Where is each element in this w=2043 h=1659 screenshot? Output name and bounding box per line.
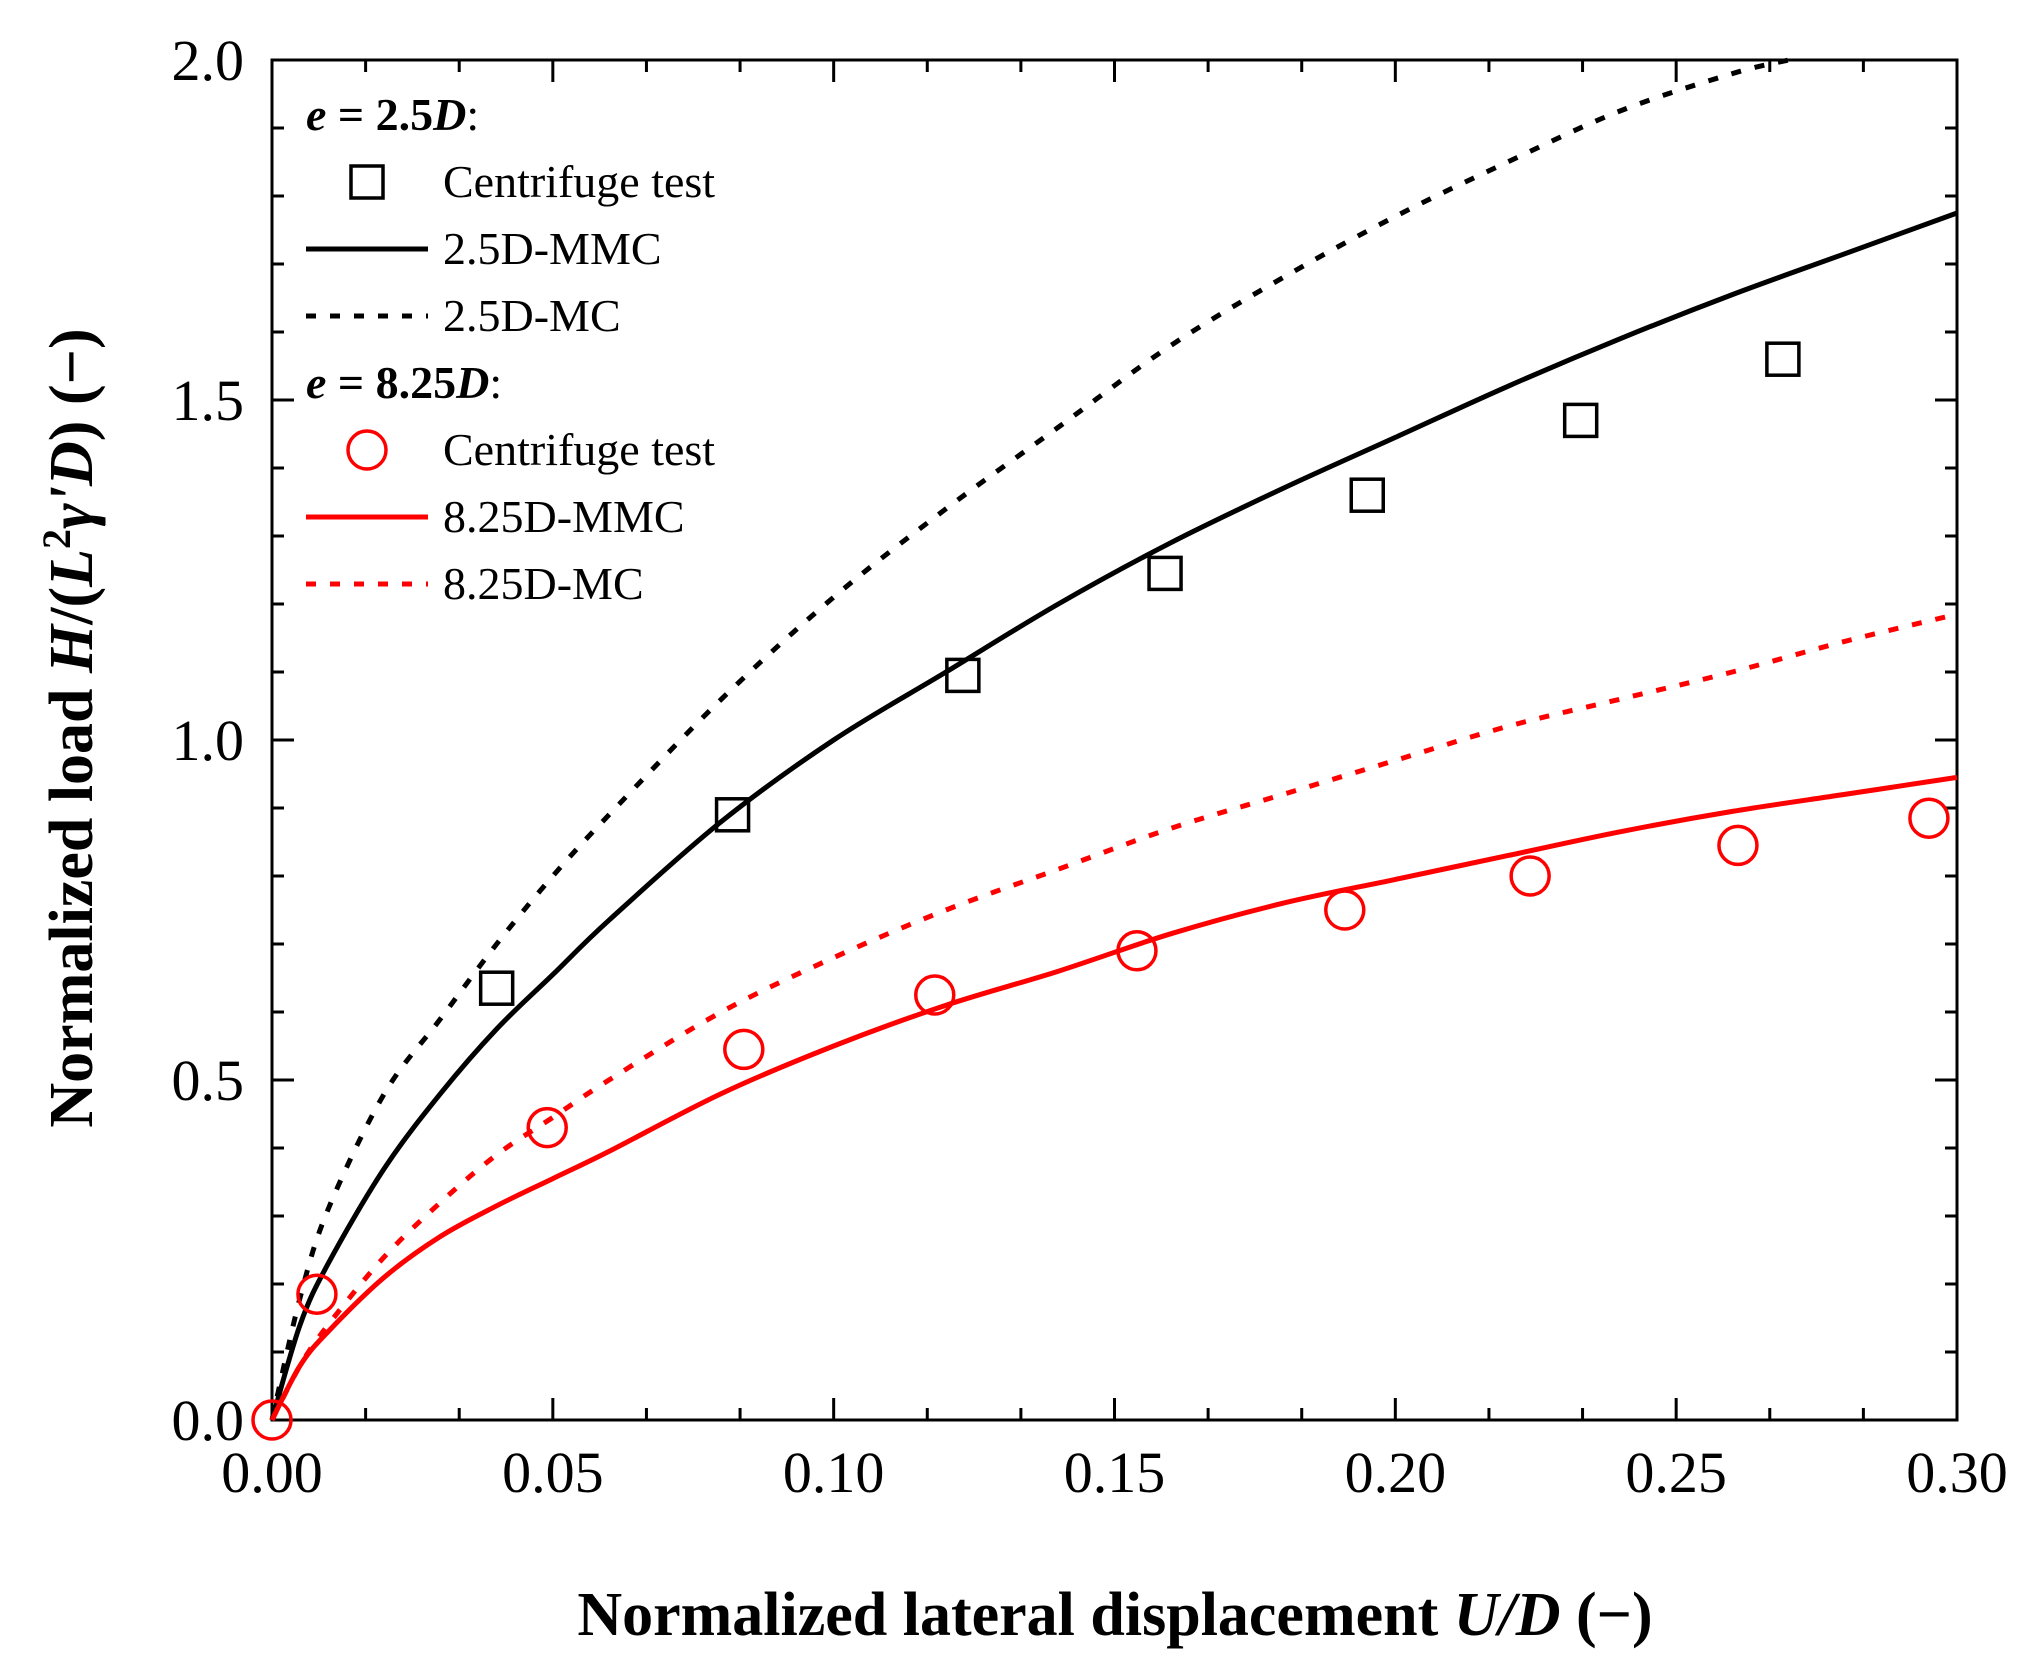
y-axis-title: Normalized load H/(L2γ'D) (−) bbox=[34, 328, 107, 1127]
data-point-circle bbox=[723, 1028, 765, 1071]
data-point-circle bbox=[914, 974, 956, 1016]
x-tick-label: 0.05 bbox=[502, 1440, 604, 1505]
data-point-square bbox=[1349, 477, 1385, 513]
series-group bbox=[251, 57, 1958, 1441]
legend-label: Centrifuge test bbox=[443, 424, 715, 475]
x-tick-label: 0.30 bbox=[1906, 1440, 2008, 1505]
data-point-circle bbox=[526, 1106, 568, 1149]
x-tick-label: 0.25 bbox=[1625, 1440, 1727, 1505]
legend-heading: e = 8.25D: bbox=[306, 357, 502, 408]
data-point-square bbox=[1562, 402, 1599, 439]
legend: e = 2.5D: Centrifuge test 2.5D-MMC 2.5D-MC e… bbox=[306, 89, 715, 609]
y-tick-label: 0.0 bbox=[172, 1388, 245, 1453]
data-point-square bbox=[1765, 341, 1801, 377]
data-point-circle bbox=[296, 1273, 338, 1315]
legend-swatch-square bbox=[349, 164, 385, 200]
legend-label: 2.5D-MC bbox=[443, 290, 621, 341]
legend-heading: e = 2.5D: bbox=[306, 89, 479, 140]
data-point-square bbox=[1147, 555, 1183, 592]
legend-label: 8.25D-MMC bbox=[443, 491, 685, 542]
data-point-square bbox=[478, 970, 515, 1006]
x-tick-label: 0.10 bbox=[783, 1440, 885, 1505]
data-point-circle bbox=[1908, 797, 1950, 839]
data-point-square bbox=[714, 797, 751, 833]
ticks: 0.00 0.05 0.10 0.15 0.20 0.25 0.30 0.0 0.5 1.0 1.5… bbox=[172, 28, 2008, 1505]
data-point-circle bbox=[251, 1399, 293, 1441]
x-tick-label: 0.20 bbox=[1345, 1440, 1447, 1505]
legend-swatch-circle bbox=[346, 429, 388, 471]
series-line-8-25d-mc bbox=[269, 611, 1958, 1422]
series-line-2-5d-mc bbox=[269, 57, 1790, 1421]
y-tick-label: 1.5 bbox=[172, 368, 245, 433]
data-point-circle bbox=[1509, 855, 1551, 897]
legend-label: Centrifuge test bbox=[443, 156, 715, 207]
y-tick-label: 0.5 bbox=[172, 1048, 245, 1113]
series-line-2-5d-mmc bbox=[269, 210, 1958, 1421]
x-tick-label: 0.00 bbox=[221, 1440, 323, 1505]
x-tick-label: 0.15 bbox=[1064, 1440, 1166, 1505]
legend-label: 2.5D-MMC bbox=[443, 223, 662, 274]
y-tick-label: 2.0 bbox=[172, 28, 245, 93]
legend-label: 8.25D-MC bbox=[443, 558, 644, 609]
data-point-circle bbox=[1324, 889, 1366, 931]
y-tick-label: 1.0 bbox=[172, 708, 245, 773]
x-axis-title: Normalized lateral displacement U/D (−) bbox=[577, 1581, 1652, 1649]
data-point-circle bbox=[1717, 824, 1759, 867]
series-line-8-25d-mmc bbox=[269, 774, 1958, 1422]
